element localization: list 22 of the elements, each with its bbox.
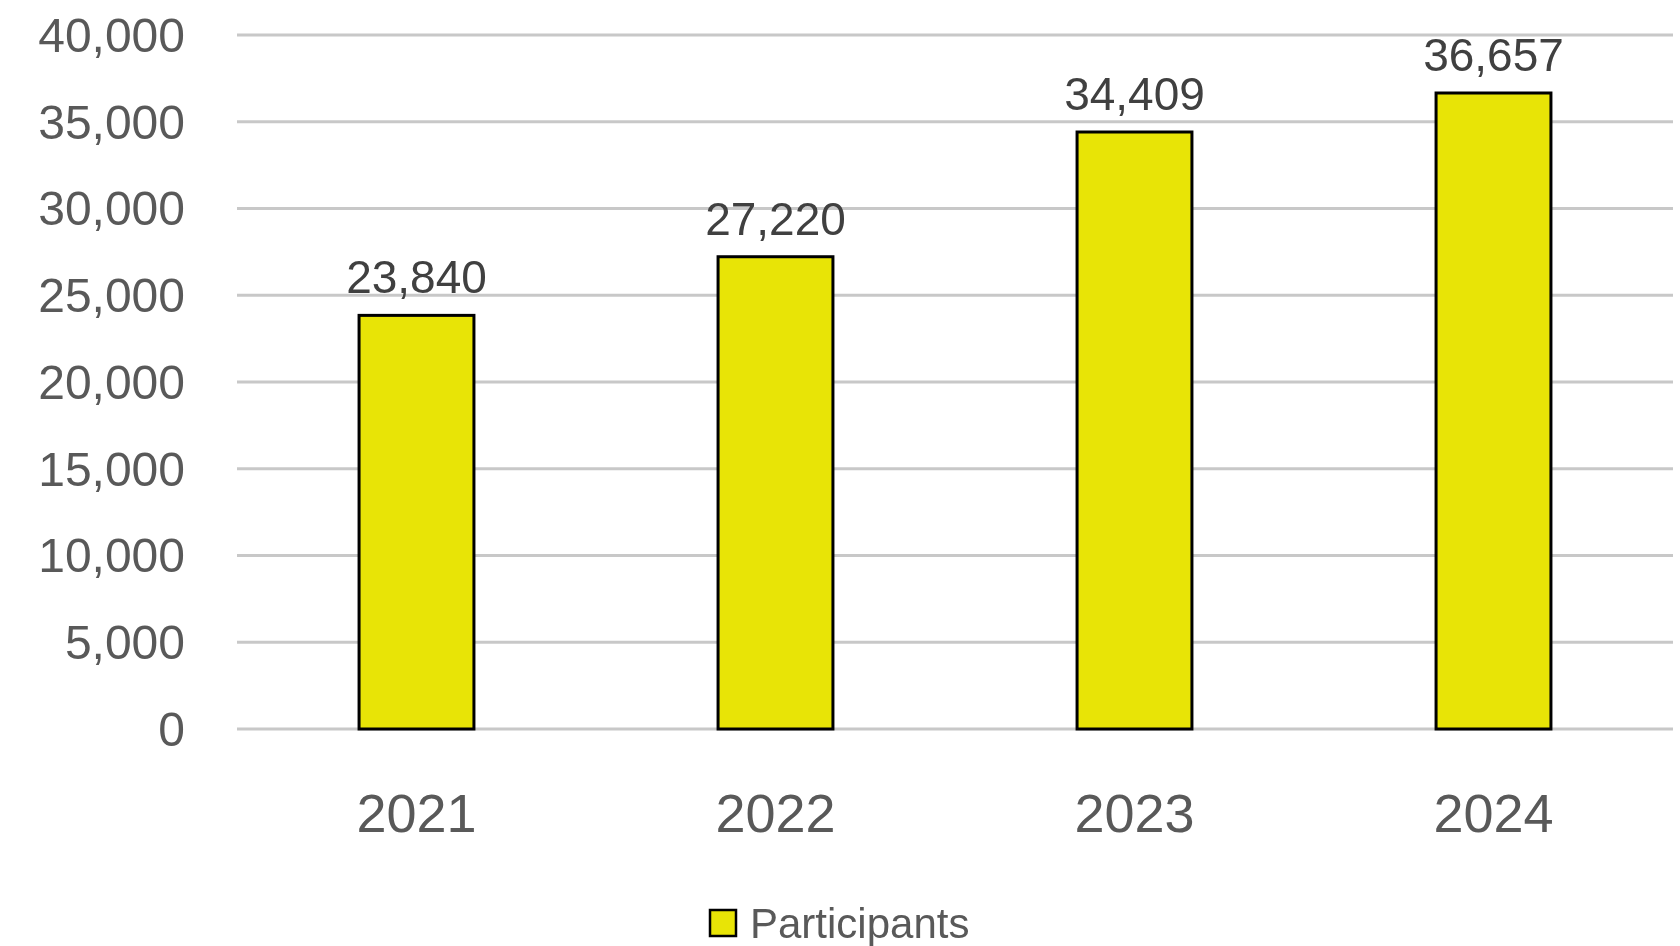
y-tick-label: 10,000 (38, 529, 185, 583)
y-tick-label: 25,000 (38, 269, 185, 323)
y-tick-label: 40,000 (38, 8, 185, 62)
data-label: 23,840 (346, 251, 487, 304)
x-tick-label: 2021 (356, 783, 477, 843)
x-tick-label: 2023 (1074, 783, 1195, 843)
data-label: 27,220 (705, 192, 846, 245)
y-tick-label: 35,000 (38, 95, 185, 149)
bar (357, 313, 476, 731)
x-tick-label: 2024 (1433, 783, 1554, 843)
data-label: 36,657 (1423, 29, 1564, 81)
bar (716, 255, 835, 731)
data-label: 34,409 (1064, 68, 1205, 120)
y-tick-label: 15,000 (38, 442, 185, 496)
bar (1075, 130, 1194, 731)
x-tick-label: 2022 (715, 783, 836, 843)
y-tick-label: 0 (158, 702, 185, 756)
y-tick-label: 30,000 (38, 182, 185, 236)
y-tick-label: 5,000 (64, 616, 185, 670)
legend-label: Participants (750, 899, 970, 946)
y-tick-label: 20,000 (38, 355, 185, 409)
bar (1434, 91, 1553, 731)
